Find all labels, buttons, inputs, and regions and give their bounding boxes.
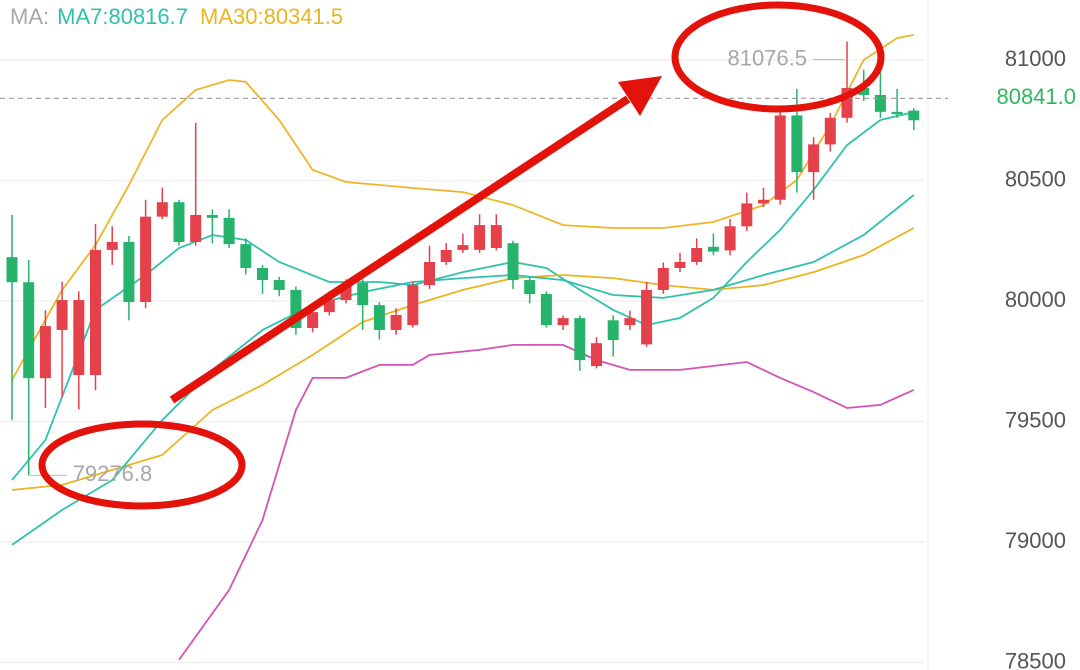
candle-body <box>874 94 886 112</box>
high-marker-label: 81076.5 <box>727 45 807 70</box>
y-tick-label: 78500 <box>1005 648 1066 670</box>
candle-body <box>390 314 402 330</box>
circle-annotation <box>671 1 885 113</box>
candle-body <box>841 87 853 118</box>
candle-body <box>190 214 202 242</box>
arrow-head <box>618 76 662 116</box>
candle-body <box>340 285 352 301</box>
candle-body <box>474 225 486 250</box>
arrow-shaft <box>169 95 631 404</box>
candle-body <box>6 257 18 283</box>
candle-body <box>908 110 920 121</box>
candle-body <box>741 203 753 227</box>
candle-body <box>891 111 903 115</box>
candle-body <box>557 318 569 326</box>
candle-body <box>307 312 319 329</box>
y-tick-label: 80000 <box>1005 287 1066 312</box>
candle-body <box>240 244 252 268</box>
candle-body <box>808 144 820 173</box>
indicator-line <box>11 227 915 491</box>
candle-body <box>73 300 85 376</box>
candles <box>6 41 920 476</box>
candle-body <box>290 289 302 329</box>
candle-body <box>323 300 335 313</box>
candle-body <box>23 282 35 379</box>
y-axis: 78500 79000 79500 80000 80500 81000 <box>1005 46 1066 670</box>
candle-body <box>524 280 536 295</box>
candle-body <box>156 202 168 217</box>
candle-body <box>707 246 719 252</box>
candle-body <box>206 214 218 218</box>
candle-body <box>858 87 870 95</box>
circle-annotation <box>38 420 246 510</box>
legend-entry: MA30:80341.5 <box>200 4 343 29</box>
candle-body <box>273 280 285 290</box>
candle-body <box>724 226 736 251</box>
last-price-box <box>948 81 1080 116</box>
candle-body <box>457 245 469 250</box>
y-tick-label: 79500 <box>1005 407 1066 432</box>
y-tick-label: 79000 <box>1005 528 1066 553</box>
candle-body <box>490 225 502 248</box>
candle-body <box>574 318 586 361</box>
candle-body <box>407 285 419 326</box>
candle-body <box>774 115 786 200</box>
candle-body <box>257 268 268 281</box>
candle-body <box>357 282 369 306</box>
candle-body <box>758 199 769 204</box>
candle-body <box>791 115 803 173</box>
candle-body <box>56 300 68 330</box>
candle-body <box>373 305 385 330</box>
indicator-line <box>178 344 915 661</box>
candle-body <box>424 261 435 286</box>
candle-body <box>140 216 152 302</box>
indicator-lines <box>11 34 915 661</box>
candle-body <box>507 243 519 281</box>
candle-body <box>674 261 686 268</box>
candle-body <box>123 241 135 302</box>
low-marker-label: 79276.8 <box>73 461 153 486</box>
y-tick-label: 80500 <box>1005 166 1066 191</box>
candle-body <box>591 343 602 367</box>
candle-body <box>223 217 235 245</box>
price-markers: 79276.8 81076.5 80841.0 <box>0 45 1080 486</box>
legend-title: MA: <box>10 4 49 29</box>
indicator-line <box>11 194 915 546</box>
candle-body <box>624 318 636 326</box>
candle-body <box>641 289 653 345</box>
candle-body <box>39 326 51 379</box>
candle-body <box>657 268 669 290</box>
last-price-label: 80841.0 <box>996 84 1076 109</box>
candle-body <box>173 202 185 242</box>
legend: MA: MA7:80816.7 MA30:80341.5 <box>10 4 343 29</box>
candle-body <box>540 294 552 326</box>
legend-entry: MA7:80816.7 <box>57 4 188 29</box>
indicator-line <box>11 34 914 381</box>
y-tick-label: 81000 <box>1005 46 1066 71</box>
candle-body <box>440 249 452 262</box>
candle-body <box>90 249 101 376</box>
candle-body <box>106 241 118 250</box>
candle-body <box>691 247 703 262</box>
candle-body <box>607 320 619 341</box>
candle-body <box>824 117 836 145</box>
annotations <box>38 1 885 510</box>
